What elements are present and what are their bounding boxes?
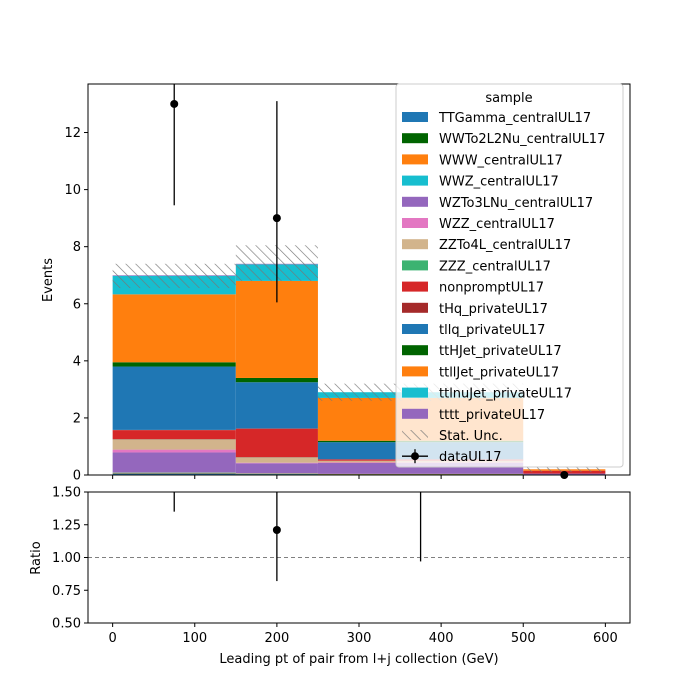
bar-WWW_centralUL17-bin0	[112, 472, 236, 474]
main-y-axis-label: Events	[41, 258, 56, 302]
ratio-point-1	[272, 525, 281, 534]
bar-WZTo3LNu_centralUL17-bin0	[112, 452, 236, 473]
data-point-0	[170, 99, 179, 108]
ratio-y-tick-label: 1.50	[52, 486, 81, 501]
main-y-tick-label: 0	[73, 469, 81, 484]
bar-WZTo3LNu_centralUL17-bin2	[317, 463, 524, 474]
legend-label-TTGamma_centralUL17: TTGamma_centralUL17	[438, 111, 591, 126]
legend-box	[395, 83, 624, 468]
bar-nonpromptUL17-bin1	[235, 428, 318, 458]
legend-label-WZTo3LNu_centralUL17: WZTo3LNu_centralUL17	[439, 196, 593, 211]
legend-swatch-WZTo3LNu_centralUL17	[402, 196, 428, 207]
main-y-tick-label: 12	[64, 126, 81, 141]
ratio-y-ticks: 0.50 0.75 1.00 1.25 1.50	[52, 486, 88, 632]
legend-swatch-tttt_privateUL17	[402, 408, 428, 419]
x-axis-label: Leading pt of pair from l+j collection (…	[219, 652, 498, 667]
legend-label-tHq_privateUL17: tHq_privateUL17	[439, 302, 548, 317]
legend: sample TTGamma_centralUL17 WWTo2L2Nu_cent…	[395, 83, 624, 468]
legend-label-data: dataUL17	[439, 450, 502, 465]
bar-WZTo3LNu_centralUL17-bin1	[235, 463, 318, 474]
legend-swatch-tHq_privateUL17	[402, 302, 428, 313]
bar-ZZTo4L_centralUL17-bin0	[112, 439, 236, 450]
legend-swatch-WWTo2L2Nu_centralUL17	[402, 133, 428, 144]
legend-label-ttlnuJet_privateUL17: ttlnuJet_privateUL17	[439, 387, 572, 402]
bar-ttHJet_privateUL17-bin1	[235, 377, 318, 383]
legend-label-WWW_centralUL17: WWW_centralUL17	[439, 153, 563, 168]
legend-label-ttHJet_privateUL17: ttHJet_privateUL17	[439, 344, 562, 359]
legend-label-WWTo2L2Nu_centralUL17: WWTo2L2Nu_centralUL17	[439, 132, 605, 147]
main-y-ticks: 0 2 4 6 8 10 12	[64, 126, 88, 484]
legend-data-marker	[411, 452, 419, 461]
x-tick-label: 100	[182, 631, 207, 646]
ratio-content	[88, 492, 630, 582]
legend-label-tllq_privateUL17: tllq_privateUL17	[439, 323, 545, 338]
legend-swatch-ttHJet_privateUL17	[402, 345, 428, 356]
ratio-y-tick-label: 0.75	[52, 584, 81, 599]
bar-WZZ_centralUL17-bin1	[235, 462, 318, 464]
legend-swatch-WZZ_centralUL17	[402, 218, 428, 228]
legend-swatch-tllq_privateUL17	[402, 324, 428, 334]
legend-label-ZZTo4L_centralUL17: ZZTo4L_centralUL17	[439, 238, 571, 253]
bar-TTGamma_centralUL17-bin0	[112, 473, 236, 475]
bar-tllq_privateUL17-bin1	[235, 382, 318, 429]
stat-unc-bin3	[523, 466, 606, 473]
ratio-y-axis-label: Ratio	[29, 541, 44, 574]
x-tick-label: 200	[264, 631, 289, 646]
bar-ttHJet_privateUL17-bin0	[112, 362, 236, 367]
bar-tllq_privateUL17-bin0	[112, 366, 236, 430]
bar-WZZ_centralUL17-bin0	[112, 449, 236, 453]
stat-unc-bin0	[112, 263, 236, 289]
bar-ZZTo4L_centralUL17-bin1	[235, 457, 318, 463]
x-tick-label: 600	[593, 631, 618, 646]
main-x-ticks	[112, 475, 606, 479]
main-y-tick-label: 2	[73, 411, 81, 426]
x-tick-label: 500	[511, 631, 536, 646]
legend-title: sample	[485, 91, 532, 106]
legend-items: TTGamma_centralUL17 WWTo2L2Nu_centralUL17…	[402, 111, 605, 465]
legend-swatch-TTGamma_centralUL17	[402, 112, 428, 122]
legend-label-WZZ_centralUL17: WZZ_centralUL17	[439, 217, 555, 232]
legend-swatch-nonpromptUL17	[402, 281, 428, 292]
legend-swatch-ZZTo4L_centralUL17	[402, 239, 428, 250]
legend-label-stat-unc: Stat. Unc.	[439, 429, 503, 444]
x-tick-label: 0	[108, 631, 116, 646]
data-point-1	[272, 214, 281, 223]
legend-label-nonpromptUL17: nonpromptUL17	[439, 281, 544, 296]
bar-nonpromptUL17-bin0	[112, 430, 236, 440]
bar-ttllJet_privateUL17-bin0	[112, 294, 236, 363]
legend-label-ttllJet_privateUL17: ttllJet_privateUL17	[439, 365, 559, 380]
ratio-y-tick-label: 1.25	[52, 518, 81, 533]
x-tick-label: 300	[347, 631, 372, 646]
data-points	[170, 84, 569, 479]
x-tick-label: 400	[429, 631, 454, 646]
ratio-y-tick-label: 1.00	[52, 551, 81, 566]
main-y-tick-label: 6	[73, 297, 81, 312]
legend-swatch-WWW_centralUL17	[402, 154, 428, 165]
legend-label-tttt_privateUL17: tttt_privateUL17	[439, 408, 545, 423]
ratio-y-tick-label: 0.50	[52, 617, 81, 632]
legend-swatch-ZZZ_centralUL17	[402, 260, 428, 271]
legend-swatch-WWZ_centralUL17	[402, 175, 428, 186]
main-y-tick-label: 4	[73, 354, 81, 369]
ratio-panel: 0.50 0.75 1.00 1.25 1.50 0 100 200 300 400 500 600…	[29, 486, 631, 646]
ratio-x-ticks: 0 100 200 300 400 500 600	[108, 623, 618, 646]
main-y-tick-label: 10	[64, 183, 81, 198]
legend-swatch-ttlnuJet_privateUL17	[402, 387, 428, 398]
legend-swatch-stat-unc	[402, 430, 428, 440]
legend-swatch-ttllJet_privateUL17	[402, 366, 428, 377]
legend-label-WWZ_centralUL17: WWZ_centralUL17	[439, 175, 559, 190]
legend-label-ZZZ_centralUL17: ZZZ_centralUL17	[439, 259, 551, 274]
main-y-tick-label: 8	[73, 240, 81, 255]
